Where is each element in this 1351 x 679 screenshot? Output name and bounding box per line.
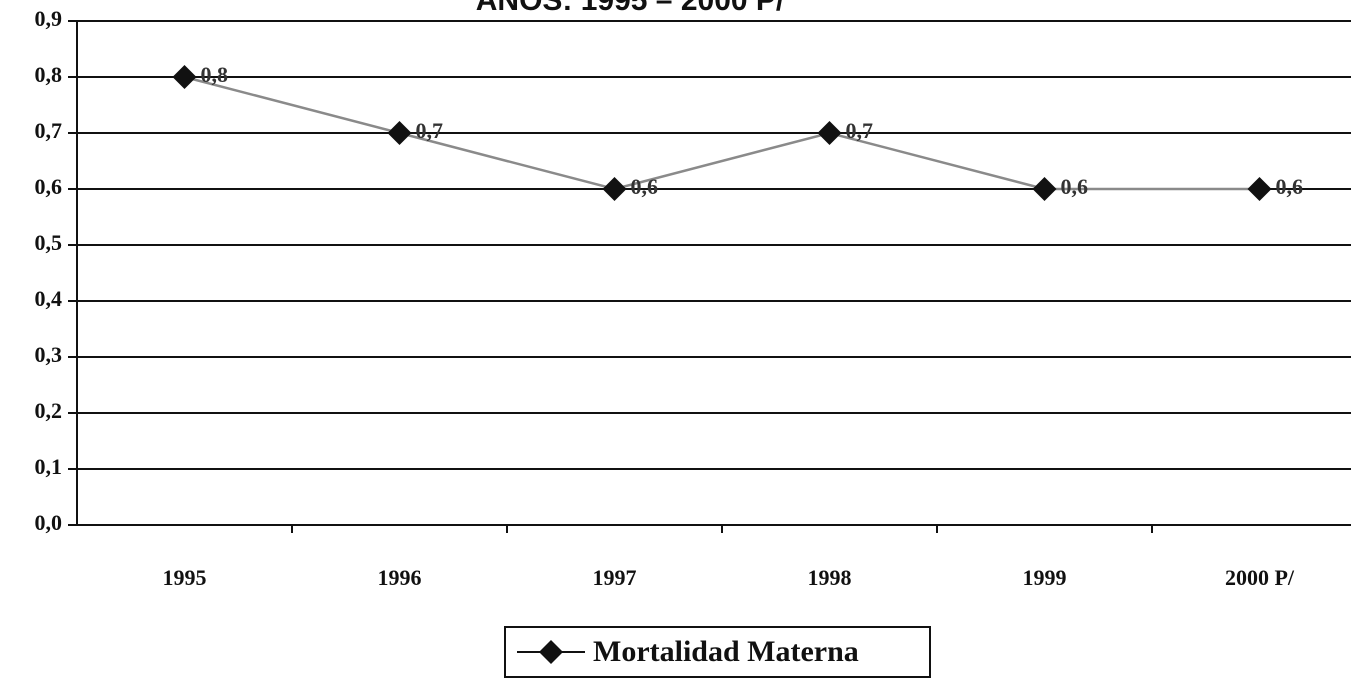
y-tick-label: 0,7 (35, 118, 63, 143)
marker (387, 121, 412, 145)
y-tick-label: 0,4 (35, 286, 63, 311)
y-tick-label: 0,0 (35, 510, 63, 535)
marker (1247, 177, 1272, 201)
data-label: 0,6 (1276, 174, 1304, 199)
y-tick-label: 0,9 (35, 6, 63, 31)
x-tick-label: 1996 (378, 565, 422, 590)
x-tick-label: 1995 (163, 565, 207, 590)
x-tick-label: 1998 (808, 565, 852, 590)
legend-label: Mortalidad Materna (593, 635, 859, 668)
marker (602, 177, 627, 201)
data-label: 0,6 (631, 174, 659, 199)
x-tick-label: 1997 (593, 565, 637, 590)
series-line (184, 75, 1260, 191)
y-tick-label: 0,3 (35, 342, 63, 367)
y-tick-label: 0,5 (35, 230, 63, 255)
marker (172, 65, 197, 89)
chart-title: AÑOS: 1995 – 2000 P/ (476, 0, 785, 17)
x-tick-label: 1999 (1023, 565, 1067, 590)
x-tick-label: 2000 P/ (1225, 565, 1295, 590)
marker (1032, 177, 1057, 201)
y-tick-label: 0,2 (35, 398, 63, 423)
y-tick-label: 0,6 (35, 174, 63, 199)
data-label: 0,7 (846, 118, 874, 143)
y-tick-label: 0,1 (35, 454, 63, 479)
data-label: 0,8 (201, 62, 229, 87)
data-label: 0,6 (1061, 174, 1089, 199)
data-label: 0,7 (416, 118, 444, 143)
marker (817, 121, 842, 145)
y-tick-label: 0,8 (35, 62, 63, 87)
legend-marker (539, 640, 563, 664)
